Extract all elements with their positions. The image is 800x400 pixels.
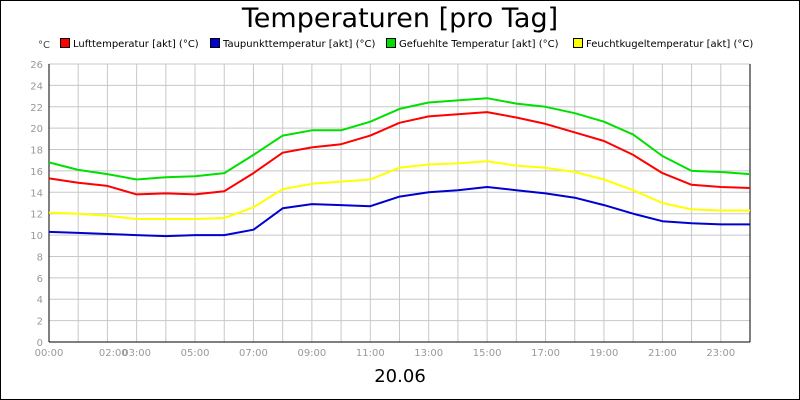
- y-tick-label: 18: [30, 146, 43, 157]
- y-tick-label: 2: [37, 317, 43, 328]
- x-tick-label: 09:00: [297, 348, 326, 359]
- x-axis-date-label: 20.06: [374, 366, 426, 387]
- legend-label: Gefuehlte Temperatur [akt] (°C): [399, 39, 559, 50]
- y-tick-label: 24: [30, 81, 43, 92]
- x-tick-label: 23:00: [706, 348, 735, 359]
- y-tick-label: 12: [30, 210, 43, 221]
- x-tick-label: 03:00: [122, 348, 151, 359]
- legend-swatch: [573, 38, 583, 48]
- chart-legend: °C Lufttemperatur [akt] (°C) Taupunkttem…: [8, 38, 798, 52]
- legend-label: Feuchtkugeltemperatur [akt] (°C): [586, 39, 754, 50]
- legend-item-taupunkttemperatur: Taupunkttemperatur [akt] (°C): [210, 38, 375, 52]
- x-tick-label: 02:00: [99, 348, 128, 359]
- legend-label: Taupunkttemperatur [akt] (°C): [223, 39, 376, 50]
- series-line-0: [48, 111, 751, 196]
- y-tick-label: 14: [30, 188, 43, 199]
- x-tick-label: 15:00: [473, 348, 502, 359]
- legend-item-feuchtkugeltemperatur: Feuchtkugeltemperatur [akt] (°C): [573, 38, 753, 52]
- x-tick-label: 13:00: [414, 348, 443, 359]
- x-tick-label: 05:00: [181, 348, 210, 359]
- y-tick-label: 22: [30, 103, 43, 114]
- legend-item-gefuehlte-temperatur: Gefuehlte Temperatur [akt] (°C): [386, 38, 558, 52]
- y-tick-label: 4: [37, 295, 43, 306]
- y-tick-label: 10: [30, 231, 43, 242]
- x-tick-label: 21:00: [648, 348, 677, 359]
- legend-swatch: [386, 38, 396, 48]
- y-axis-unit: °C: [38, 40, 50, 51]
- y-tick-label: 8: [37, 252, 43, 263]
- y-tick-label: 0: [37, 338, 43, 349]
- legend-swatch: [60, 38, 70, 48]
- x-tick-label: 17:00: [531, 348, 560, 359]
- series-line-2: [48, 97, 751, 181]
- y-tick-label: 26: [30, 60, 43, 71]
- legend-label: Lufttemperatur [akt] (°C): [73, 39, 199, 50]
- x-tick-label: 11:00: [356, 348, 385, 359]
- x-tick-label: 07:00: [239, 348, 268, 359]
- legend-swatch: [210, 38, 220, 48]
- x-tick-label: 19:00: [590, 348, 619, 359]
- series-line-3: [48, 160, 750, 220]
- series-line-1: [48, 186, 750, 238]
- x-tick-label: 00:00: [35, 348, 64, 359]
- chart-title: Temperaturen [pro Tag]: [241, 3, 559, 34]
- y-tick-label: 6: [37, 274, 43, 285]
- legend-item-lufttemperatur: Lufttemperatur [akt] (°C): [60, 38, 199, 52]
- y-tick-label: 20: [30, 124, 43, 135]
- y-tick-label: 16: [30, 167, 43, 178]
